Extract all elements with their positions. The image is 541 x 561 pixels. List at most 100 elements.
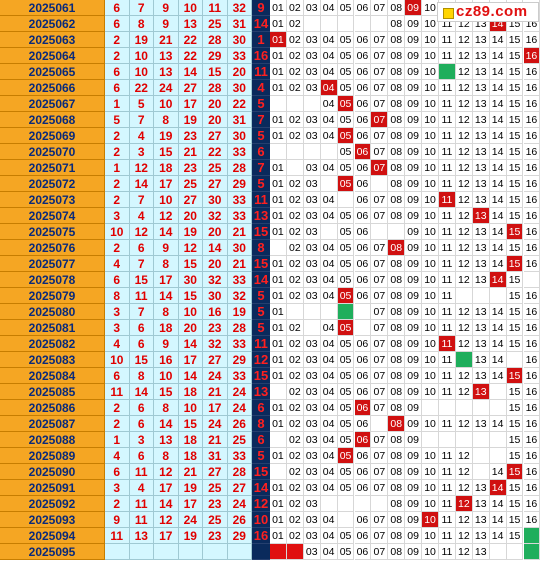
red-ball-number: 12 [154,512,179,528]
red-ball-number: 6 [129,400,154,416]
red-ball-number: 20 [203,256,228,272]
trend-cell: 05 [337,528,355,544]
red-ball-number: 10 [154,368,179,384]
red-ball-number: 30 [227,128,252,144]
trend-cell: 10 [422,416,439,432]
trend-cell: 05 [337,304,355,320]
table-row: 2025090 6 11 12 21 27 28 15 02 03 04 05 06 07 08 09 10 11… [0,464,541,480]
red-ball-number: 19 [129,32,154,48]
trend-cell: 05 [337,320,355,336]
trend-cell: 03 [303,80,321,96]
red-ball-number: 15 [178,416,203,432]
trend-cell: 14 [489,464,507,480]
trend-cell: 13 [472,160,490,176]
trend-cell [337,192,355,208]
red-ball-number: 2 [105,496,130,512]
red-ball-number: 17 [178,496,203,512]
trend-cell: 04 [320,0,338,16]
trend-cell: 16 [523,64,541,80]
trend-cell: 01 [270,368,287,384]
trend-cell: 13 [472,80,490,96]
trend-cell: 12 [455,48,473,64]
red-ball-number: 2 [105,128,130,144]
trend-cell: 09 [405,96,423,112]
trend-cell [270,384,287,400]
trend-cell: 16 [523,352,541,368]
trend-cell: 02 [286,0,304,16]
trend-cell: 16 [523,192,541,208]
trend-cell: 06 [354,64,372,80]
trend-cell: 08 [388,544,406,560]
trend-cell: 15 [506,160,524,176]
red-ball-number: 14 [154,224,179,240]
red-ball-number: 19 [227,304,252,320]
red-ball-number: 24 [227,384,252,400]
red-ball-number: 7 [129,112,154,128]
trend-cell: 10 [422,336,439,352]
trend-cell: 09 [405,112,423,128]
red-ball-number: 8 [154,256,179,272]
trend-cell: 08 [388,352,406,368]
table-row: 2025085 11 14 15 18 21 24 13 02 03 04 05 06 07 08 09 10 1… [0,384,541,400]
trend-cell: 10 [422,176,439,192]
trend-cell: 13 [472,544,490,560]
trend-cell: 09 [405,240,423,256]
red-ball-number: 8 [129,368,154,384]
trend-cell: 15 [506,16,524,32]
red-ball-number: 4 [105,448,130,464]
table-row: 2025081 3 6 18 20 23 28 5 01 02 04 05 07 08 09 10 11 12 13… [0,320,541,336]
blue-ball-number: 8 [252,240,270,256]
trend-cell [337,16,355,32]
trend-cell: 14 [489,176,507,192]
trend-cell: 11 [439,48,456,64]
trend-cell: 14 [489,64,507,80]
trend-cell [270,432,287,448]
red-ball-number: 8 [105,288,130,304]
blue-ball-number: 5 [252,128,270,144]
trend-cell [489,544,507,560]
trend-cell: 07 [371,192,389,208]
red-ball-number: 19 [178,480,203,496]
issue-number: 2025070 [0,144,105,160]
red-ball-number: 28 [203,80,228,96]
trend-cell: 02 [286,464,304,480]
trend-cell: 10 [422,208,439,224]
red-ball-number: 27 [203,464,228,480]
red-ball-number: 18 [154,320,179,336]
trend-cell: 11 [439,320,456,336]
red-ball-number: 7 [129,304,154,320]
trend-cell: 06 [354,32,372,48]
red-ball-number: 6 [129,448,154,464]
red-ball-number: 6 [105,464,130,480]
trend-cell: 03 [303,48,321,64]
blue-ball-number: 16 [252,528,270,544]
trend-cell: 14 [489,528,507,544]
trend-cell: 14 [489,128,507,144]
trend-cell: 03 [303,0,321,16]
trend-cell: 07 [371,352,389,368]
trend-cell [286,96,304,112]
trend-cell: 01 [270,336,287,352]
trend-cell: 08 [388,128,406,144]
red-ball-number: 13 [129,528,154,544]
trend-cell: 13 [472,272,490,288]
trend-cell: 06 [354,208,372,224]
blue-ball-number: 15 [252,256,270,272]
trend-cell: 02 [286,48,304,64]
trend-cell: 05 [337,544,355,560]
trend-cell: 13 [472,240,490,256]
trend-cell: 14 [489,368,507,384]
trend-cell: 08 [388,240,406,256]
trend-cell: 06 [354,128,372,144]
red-ball-number: 21 [227,256,252,272]
red-ball-number [227,544,252,560]
red-ball-number: 10 [178,0,203,16]
red-ball-number [203,544,228,560]
trend-cell: 10 [422,144,439,160]
trend-cell [320,304,338,320]
trend-cell: 16 [523,16,541,32]
trend-cell: 01 [270,480,287,496]
trend-cell: 09 [405,192,423,208]
trend-cell: 15 [506,304,524,320]
trend-cell: 05 [337,368,355,384]
